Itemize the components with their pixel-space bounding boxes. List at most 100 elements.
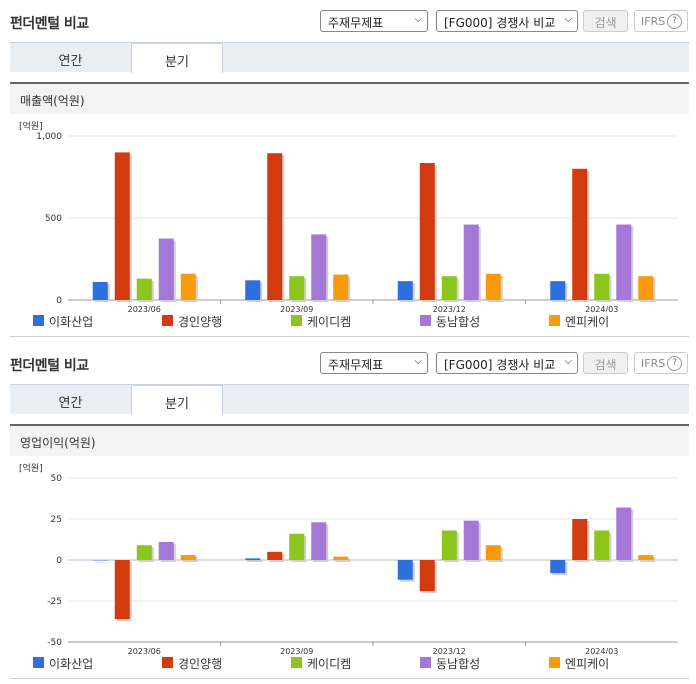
legend-swatch [162, 657, 173, 668]
unit-label: [억원] [19, 462, 43, 474]
bar [136, 545, 152, 560]
chevron-down-icon: ⌵ [414, 14, 422, 25]
legend-swatch [33, 657, 44, 668]
panel-header: 펀더멘털 비교 주재무제표 ⌵ [FG000] 경쟁사 비교 ⌵ 검색 IFRS… [0, 4, 696, 36]
legend-swatch [291, 657, 302, 668]
tab-annual[interactable]: 연간 [58, 54, 83, 69]
sales-bar-chart: [억원] 0 500 1,000 2023/06 2023/09 2023/12 2024/0… [19, 120, 678, 312]
bar [267, 551, 283, 560]
peer-select[interactable]: [FG000] 경쟁사 비교 ⌵ [436, 10, 578, 32]
legend-label: 엔피케이 [565, 657, 610, 671]
ifrs-label: IFRS [641, 15, 666, 28]
panel-title: 펀더멘털 비교 [10, 16, 89, 32]
legend-swatch [549, 657, 560, 668]
y-tick-label: -50 [47, 638, 62, 648]
bar [289, 276, 305, 300]
bar [158, 541, 174, 560]
statement-select[interactable]: 주재무제표 ⌵ [320, 10, 428, 32]
legend-label: 케이디켐 [307, 657, 352, 671]
peer-select[interactable]: [FG000] 경쟁사 비교 ⌵ [436, 352, 578, 374]
fundamental-panel-operating-profit: 펀더멘털 비교 주재무제표 ⌵ [FG000] 경쟁사 비교 ⌵ 검색 IFRS… [0, 346, 696, 680]
legend-label: 엔피케이 [565, 315, 610, 329]
legend-label: 경인양행 [178, 315, 223, 329]
legend-label: 이화산업 [49, 657, 94, 671]
legend-swatch [420, 315, 431, 326]
bar [419, 560, 435, 592]
x-tick-label: 2023/09 [280, 647, 313, 654]
help-icon: ? [667, 356, 682, 371]
bar [485, 545, 501, 560]
bar [616, 507, 632, 560]
bar [441, 530, 457, 560]
bar [289, 533, 305, 560]
x-tick-label: 2023/09 [280, 305, 313, 312]
y-tick-label: -25 [47, 597, 62, 607]
bar-shadow [94, 562, 110, 563]
bar [463, 520, 479, 560]
tab-quarterly[interactable]: 분기 [131, 43, 223, 73]
legend-label: 동남합성 [436, 657, 481, 671]
peer-select-value: [FG000] 경쟁사 비교 [444, 358, 556, 372]
ifrs-help-button[interactable]: IFRS ? [634, 10, 688, 32]
bar-shadow [247, 560, 263, 562]
ifrs-label: IFRS [641, 357, 666, 370]
x-tick-label: 2023/06 [128, 305, 161, 312]
bar [245, 558, 261, 560]
bar [311, 522, 327, 560]
y-tick-label: 50 [51, 474, 63, 484]
bar [245, 280, 261, 300]
bar [180, 555, 196, 560]
tab-annual[interactable]: 연간 [58, 396, 83, 411]
bar [397, 560, 413, 580]
period-tabs: 연간 분기 [10, 42, 689, 73]
bar [638, 555, 654, 560]
fundamental-panel-sales: 펀더멘털 비교 주재무제표 ⌵ [FG000] 경쟁사 비교 ⌵ 검색 IFRS… [0, 4, 696, 338]
legend-label: 경인양행 [178, 657, 223, 671]
panel-header: 펀더멘털 비교 주재무제표 ⌵ [FG000] 경쟁사 비교 ⌵ 검색 IFRS… [0, 346, 696, 378]
bar [463, 224, 479, 300]
section-header: 영업이익(억원) [10, 424, 689, 456]
divider [10, 678, 689, 679]
bar [92, 560, 108, 561]
x-tick-label: 2023/06 [128, 647, 161, 654]
tab-quarterly[interactable]: 분기 [131, 385, 223, 415]
section-header: 매출액(억원) [10, 82, 689, 114]
legend-swatch [162, 315, 173, 326]
search-button[interactable]: 검색 [583, 10, 628, 32]
y-tick-label: 0 [56, 556, 62, 566]
bar [616, 224, 632, 300]
bar [136, 278, 152, 300]
bar-shadow [335, 558, 351, 562]
legend-label: 동남합성 [436, 315, 481, 329]
panel-title: 펀더멘털 비교 [10, 358, 89, 374]
legend-swatch [33, 315, 44, 326]
help-icon: ? [667, 14, 682, 29]
chevron-down-icon: ⌵ [564, 14, 572, 25]
bar [267, 153, 283, 300]
y-tick-label: 25 [51, 515, 62, 525]
peer-select-value: [FG000] 경쟁사 비교 [444, 16, 556, 30]
chevron-down-icon: ⌵ [414, 356, 422, 367]
statement-select-value: 주재무제표 [328, 16, 384, 30]
bar [311, 234, 327, 300]
legend-label: 케이디켐 [307, 315, 352, 329]
x-tick-label: 2024/03 [585, 305, 618, 312]
bar [550, 560, 566, 574]
legend-label: 이화산업 [49, 315, 94, 329]
bar [485, 273, 501, 300]
bar [114, 560, 130, 620]
y-tick-label: 0 [56, 296, 62, 306]
x-tick-label: 2024/03 [585, 647, 618, 654]
section-title: 매출액(억원) [20, 94, 85, 108]
bar [594, 273, 610, 300]
bar [158, 238, 174, 300]
bar [180, 273, 196, 300]
bar [441, 276, 457, 300]
ifrs-help-button[interactable]: IFRS ? [634, 352, 688, 374]
search-button[interactable]: 검색 [583, 352, 628, 374]
x-tick-label: 2023/12 [433, 647, 466, 654]
statement-select[interactable]: 주재무제표 ⌵ [320, 352, 428, 374]
bar [397, 281, 413, 300]
bar [638, 276, 654, 300]
statement-select-value: 주재무제표 [328, 358, 384, 372]
